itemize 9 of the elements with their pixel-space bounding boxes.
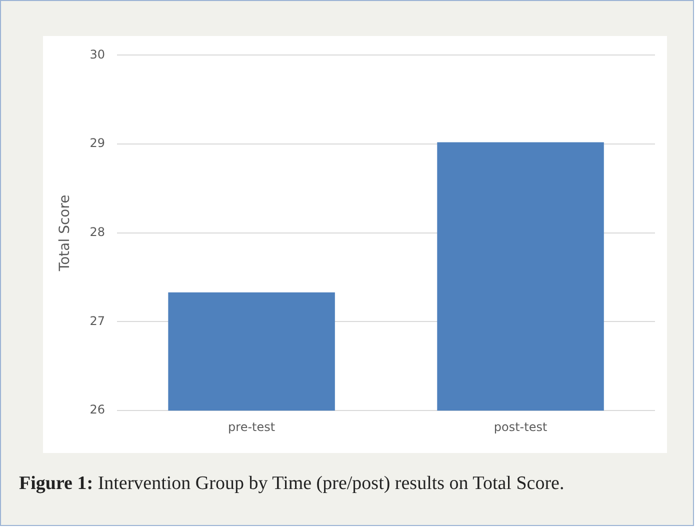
x-tick-label: pre-test <box>228 420 276 434</box>
x-tick-label: post-test <box>494 420 548 434</box>
y-axis-title: Total Score <box>57 194 74 272</box>
y-tick-label: 26 <box>90 402 106 417</box>
y-tick-label: 27 <box>90 314 106 328</box>
y-tick-label: 28 <box>90 225 106 240</box>
caption: Figure 1: Intervention Group by Time (pre/post) results on Total Score. <box>19 472 566 496</box>
y-tick-label: 29 <box>90 136 106 150</box>
y-tick-label: 30 <box>90 47 106 62</box>
